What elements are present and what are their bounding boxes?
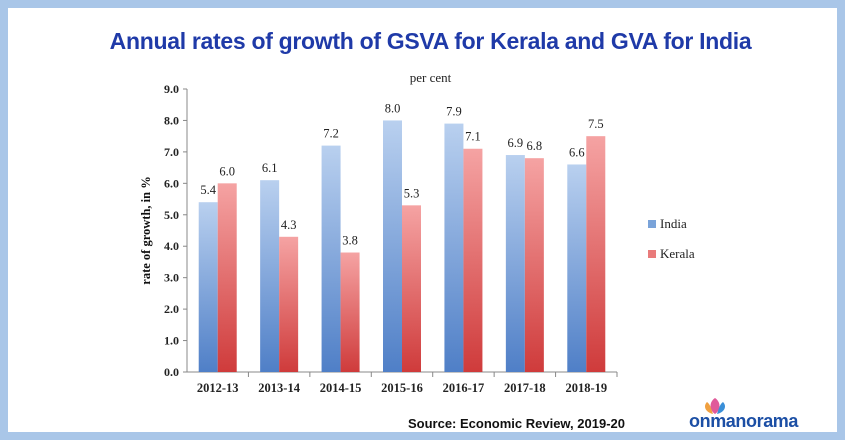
data-label-kerala: 6.8	[527, 139, 543, 153]
y-tick-label: 1.0	[164, 334, 179, 348]
y-tick-label: 5.0	[164, 208, 179, 222]
bar-india-2014-15	[321, 145, 341, 372]
y-tick-label: 4.0	[164, 239, 179, 253]
x-tick-label: 2013-14	[258, 381, 300, 395]
bar-india-2015-16	[383, 120, 402, 372]
bar-kerala-2016-17	[463, 148, 483, 372]
data-label-india: 6.6	[569, 145, 585, 159]
bar-india-2013-14	[260, 180, 280, 372]
bar-kerala-2015-16	[402, 205, 421, 372]
bar-kerala-2018-19	[586, 136, 606, 372]
data-label-kerala: 4.3	[281, 218, 297, 232]
bar-kerala-2012-13	[217, 183, 237, 372]
y-tick-label: 7.0	[164, 145, 179, 159]
data-label-kerala: 7.1	[465, 130, 481, 144]
data-label-kerala: 3.8	[342, 234, 358, 248]
bar-india-2017-18	[505, 155, 525, 372]
x-tick-label: 2018-19	[565, 381, 607, 395]
x-tick-label: 2016-17	[443, 381, 485, 395]
logo-text: onmanorama	[689, 411, 799, 431]
bar-india-2012-13	[198, 202, 218, 372]
data-label-india: 8.0	[385, 101, 401, 115]
legend-label-india: India	[660, 216, 687, 231]
chart-title: Annual rates of growth of GSVA for Keral…	[109, 28, 752, 54]
y-tick-label: 0.0	[164, 365, 179, 379]
chart-subtitle: per cent	[409, 70, 452, 85]
logo-mark-icon	[705, 398, 725, 414]
data-label-kerala: 5.3	[404, 186, 420, 200]
bar-kerala-2017-18	[524, 158, 544, 372]
x-tick-label: 2014-15	[320, 381, 362, 395]
onmanorama-logo: onmanorama	[689, 392, 819, 436]
legend-swatch-india	[648, 220, 656, 228]
data-label-kerala: 7.5	[588, 117, 604, 131]
legend-swatch-kerala	[648, 250, 656, 258]
x-tick-label: 2017-18	[504, 381, 546, 395]
data-label-kerala: 6.0	[219, 164, 235, 178]
data-label-india: 5.4	[200, 183, 216, 197]
x-tick-label: 2015-16	[381, 381, 423, 395]
bar-kerala-2014-15	[340, 252, 360, 372]
bar-india-2016-17	[444, 123, 464, 372]
data-label-india: 6.9	[508, 136, 524, 150]
data-label-india: 7.2	[323, 127, 339, 141]
x-tick-label: 2012-13	[197, 381, 239, 395]
y-tick-label: 9.0	[164, 82, 179, 96]
source-note: Source: Economic Review, 2019-20	[407, 416, 625, 431]
bar-india-2018-19	[567, 164, 587, 372]
data-label-india: 7.9	[446, 105, 462, 119]
y-axis-label: rate of growth, in %	[139, 176, 153, 284]
data-label-india: 6.1	[262, 161, 278, 175]
legend-label-kerala: Kerala	[660, 246, 695, 261]
y-tick-label: 2.0	[164, 302, 179, 316]
y-tick-label: 8.0	[164, 113, 179, 127]
y-tick-label: 3.0	[164, 271, 179, 285]
y-tick-label: 6.0	[164, 176, 179, 190]
bar-kerala-2013-14	[279, 236, 299, 372]
